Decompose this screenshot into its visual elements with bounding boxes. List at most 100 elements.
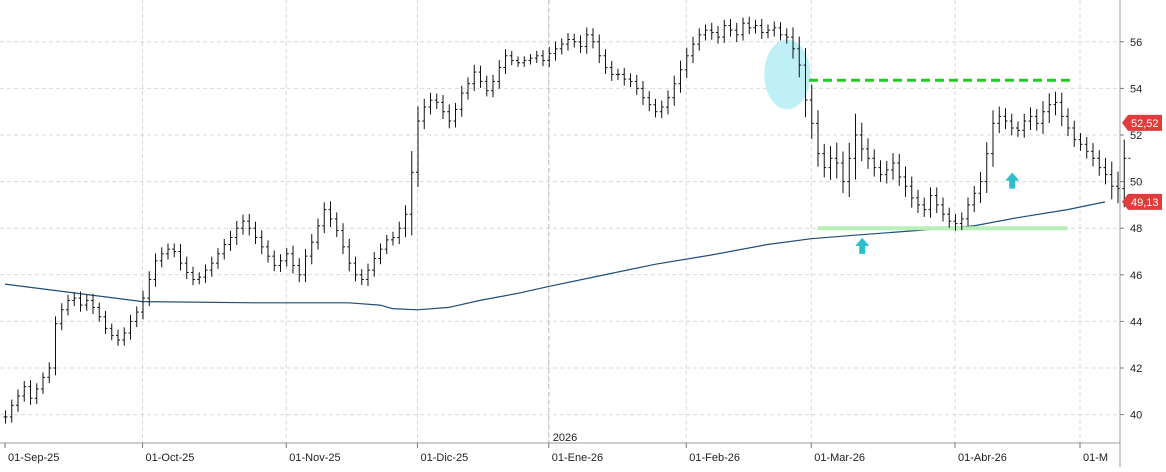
ohlc-bar <box>947 207 952 228</box>
moving-average-line <box>4 201 1106 311</box>
ohlc-bar <box>641 81 645 106</box>
ohlc-bar <box>1034 109 1039 131</box>
ohlc-bar <box>416 106 420 187</box>
x-tick-label: 01-Mar-26 <box>814 452 865 464</box>
ohlc-bar <box>1009 113 1014 136</box>
ohlc-bar <box>553 41 558 61</box>
ohlc-bar <box>222 238 227 260</box>
ohlc-bar <box>722 19 727 43</box>
ohlc-bar <box>984 142 989 194</box>
ohlc-bar <box>359 269 364 286</box>
moving-average-series <box>4 201 1106 311</box>
ohlc-bar <box>928 187 933 218</box>
y-tick-label: 52 <box>1130 130 1142 142</box>
ohlc-bar <box>284 248 289 267</box>
ohlc-bar <box>66 294 70 316</box>
ohlc-bar <box>703 24 708 41</box>
ohlc-bar <box>1084 136 1089 159</box>
ohlc-bar <box>1097 150 1102 176</box>
ohlc-bar <box>497 60 502 89</box>
highlight-ellipse <box>764 39 811 110</box>
grid <box>0 0 1120 443</box>
ohlc-bar <box>628 73 633 88</box>
ohlc-bar <box>16 389 20 412</box>
ohlc-bar <box>41 372 45 394</box>
ohlc-bar <box>384 234 389 255</box>
year-label: 2026 <box>553 432 577 444</box>
ohlc-bar <box>772 21 777 37</box>
ohlc-bar <box>922 197 927 217</box>
ohlc-bar <box>191 266 195 286</box>
ohlc-bar <box>216 248 220 269</box>
ohlc-bar <box>441 95 445 120</box>
y-tick-label: 48 <box>1130 223 1142 235</box>
x-tick-label: 01-M <box>1083 452 1108 464</box>
ohlc-bar <box>616 68 620 81</box>
price-label-text: 52,52 <box>1131 118 1159 130</box>
up-arrow-icon <box>1005 172 1020 189</box>
ohlc-bar <box>578 35 583 53</box>
ohlc-bar <box>816 110 820 167</box>
ohlc-bar <box>622 67 627 86</box>
ohlc-bar <box>478 65 483 88</box>
ohlc-bar <box>203 264 208 283</box>
ohlc-bar <box>141 290 145 320</box>
ohlc-bar <box>259 230 264 255</box>
ohlc-bar <box>1028 107 1033 130</box>
ohlc-bar <box>491 74 495 98</box>
ohlc-bar <box>134 306 139 328</box>
ohlc-bar <box>1091 143 1095 167</box>
ohlc-bar <box>959 212 964 231</box>
ohlc-bar <box>197 272 202 285</box>
ohlc-bar <box>666 90 670 115</box>
ohlc-bar <box>634 74 639 95</box>
price-label-bg <box>1122 114 1162 131</box>
ohlc-bar <box>109 323 114 341</box>
ohlc-bar <box>103 311 108 335</box>
ohlc-bar <box>278 254 283 273</box>
ohlc-bar <box>391 231 395 246</box>
ohlc-bar <box>597 34 602 64</box>
ohlc-bar <box>34 383 39 404</box>
ohlc-bar <box>53 316 58 376</box>
ohlc-bar <box>753 19 758 34</box>
ohlc-bar <box>1078 133 1083 151</box>
ohlc-bar <box>934 187 939 214</box>
ohlc-bar <box>1059 92 1064 127</box>
x-tick-label: 01-Dic-25 <box>421 452 469 464</box>
ohlc-bar <box>559 38 564 55</box>
ohlc-bar <box>609 60 614 81</box>
ohlc-bar <box>766 24 770 39</box>
x-tick-label: 01-Ene-26 <box>552 452 603 464</box>
ohlc-bar <box>659 100 664 119</box>
ohlc-bar <box>541 50 545 67</box>
ohlc-bar <box>822 143 827 178</box>
ohlc-bar <box>528 54 533 65</box>
ohlc-bar <box>797 36 802 78</box>
price-label: 52,52 <box>1122 114 1162 131</box>
ohlc-bar <box>972 185 977 213</box>
ohlc-bar <box>59 303 64 331</box>
ohlc-bar <box>422 98 427 130</box>
ohlc-bar <box>1041 101 1045 134</box>
ohlc-bar <box>397 221 402 245</box>
ohlc-bar <box>584 27 589 54</box>
ohlc-bar <box>303 248 308 283</box>
ohlc-bar <box>1003 108 1008 130</box>
ohlc-bar <box>566 32 570 51</box>
ohlc-bar <box>1116 171 1120 204</box>
ohlc-bar <box>409 151 414 236</box>
ohlc-bar <box>72 292 77 307</box>
ohlc-bar <box>1109 161 1114 200</box>
ohlc-bar <box>266 240 270 263</box>
ohlc-bar <box>166 243 170 260</box>
ohlc-bar <box>459 85 464 117</box>
ohlc-bar <box>9 399 14 423</box>
ohlc-bar <box>966 197 970 227</box>
price-label-text: 49,13 <box>1131 197 1159 209</box>
ohlc-bar <box>809 84 814 139</box>
y-tick-label: 44 <box>1130 316 1142 328</box>
y-tick-label: 50 <box>1130 177 1142 189</box>
ohlc-bar <box>309 234 314 265</box>
